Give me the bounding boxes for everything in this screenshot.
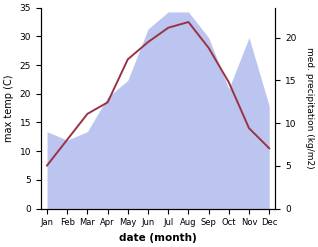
Y-axis label: max temp (C): max temp (C) xyxy=(4,74,14,142)
Y-axis label: med. precipitation (kg/m2): med. precipitation (kg/m2) xyxy=(305,47,314,169)
X-axis label: date (month): date (month) xyxy=(119,233,197,243)
